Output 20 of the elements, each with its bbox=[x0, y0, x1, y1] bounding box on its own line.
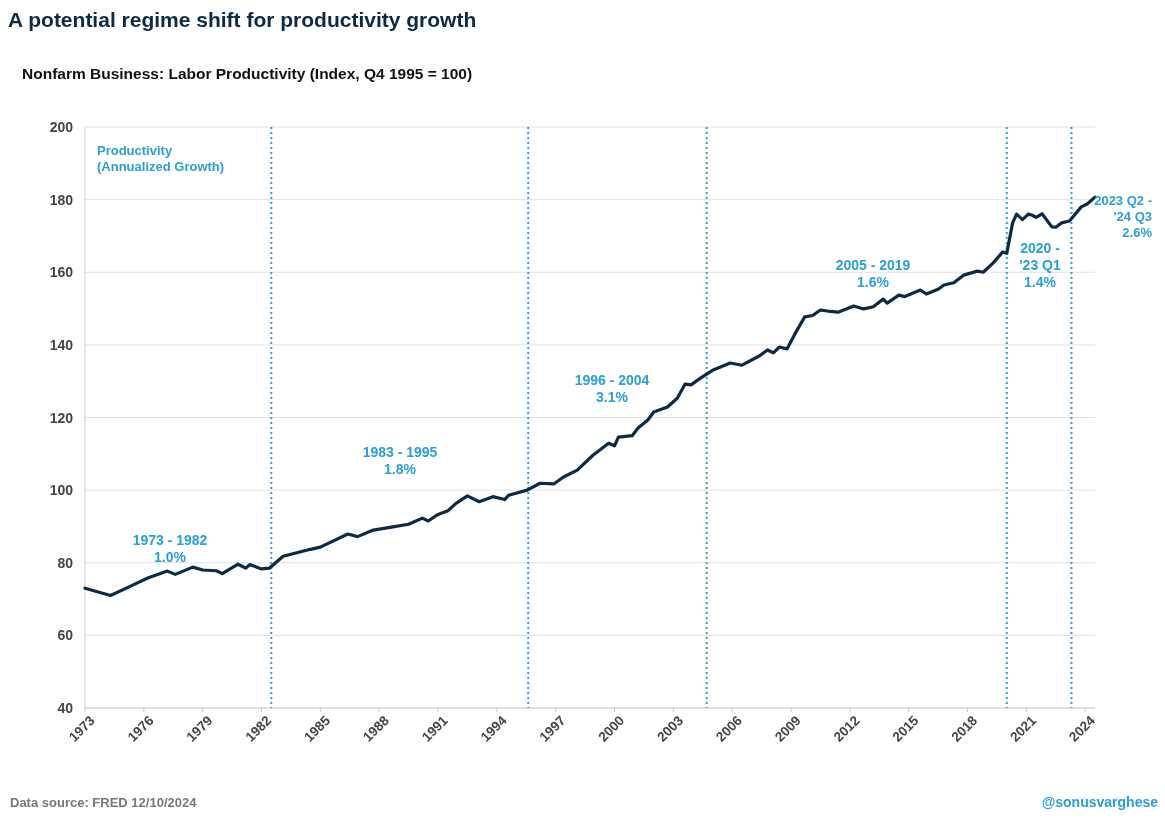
annotation: 2023 Q2 - '24 Q3 2.6% bbox=[1094, 193, 1153, 240]
y-tick-label: 120 bbox=[49, 409, 74, 426]
y-tick-label: 100 bbox=[49, 482, 74, 499]
annotation: 1983 - 1995 1.8% bbox=[362, 444, 438, 477]
y-tick-label: 200 bbox=[49, 119, 74, 135]
annotation: Productivity (Annualized Growth) bbox=[97, 143, 225, 174]
chart-title: A potential regime shift for productivity growth bbox=[8, 8, 477, 31]
y-tick-label: 160 bbox=[49, 264, 74, 281]
y-tick-label: 180 bbox=[49, 191, 74, 208]
annotation: 1996 - 2004 3.1% bbox=[574, 372, 650, 405]
y-tick-label: 80 bbox=[57, 554, 74, 571]
text: @sonusvarghese bbox=[1041, 794, 1159, 810]
y-tick-label: 140 bbox=[49, 336, 74, 353]
annotation: 2005 - 2019 1.6% bbox=[835, 257, 911, 290]
annotation: 2020 - '23 Q1 1.4% bbox=[1019, 240, 1061, 290]
source-note: Data source: FRED 12/10/2024 bbox=[10, 795, 198, 810]
y-tick-label: 40 bbox=[57, 700, 74, 716]
chart-subtitle: Nonfarm Business: Labor Productivity (Index, Q4 1995 = 100) bbox=[22, 65, 473, 82]
y-tick-label: 60 bbox=[57, 627, 74, 644]
annotation: 1973 - 1982 1.0% bbox=[132, 532, 208, 565]
